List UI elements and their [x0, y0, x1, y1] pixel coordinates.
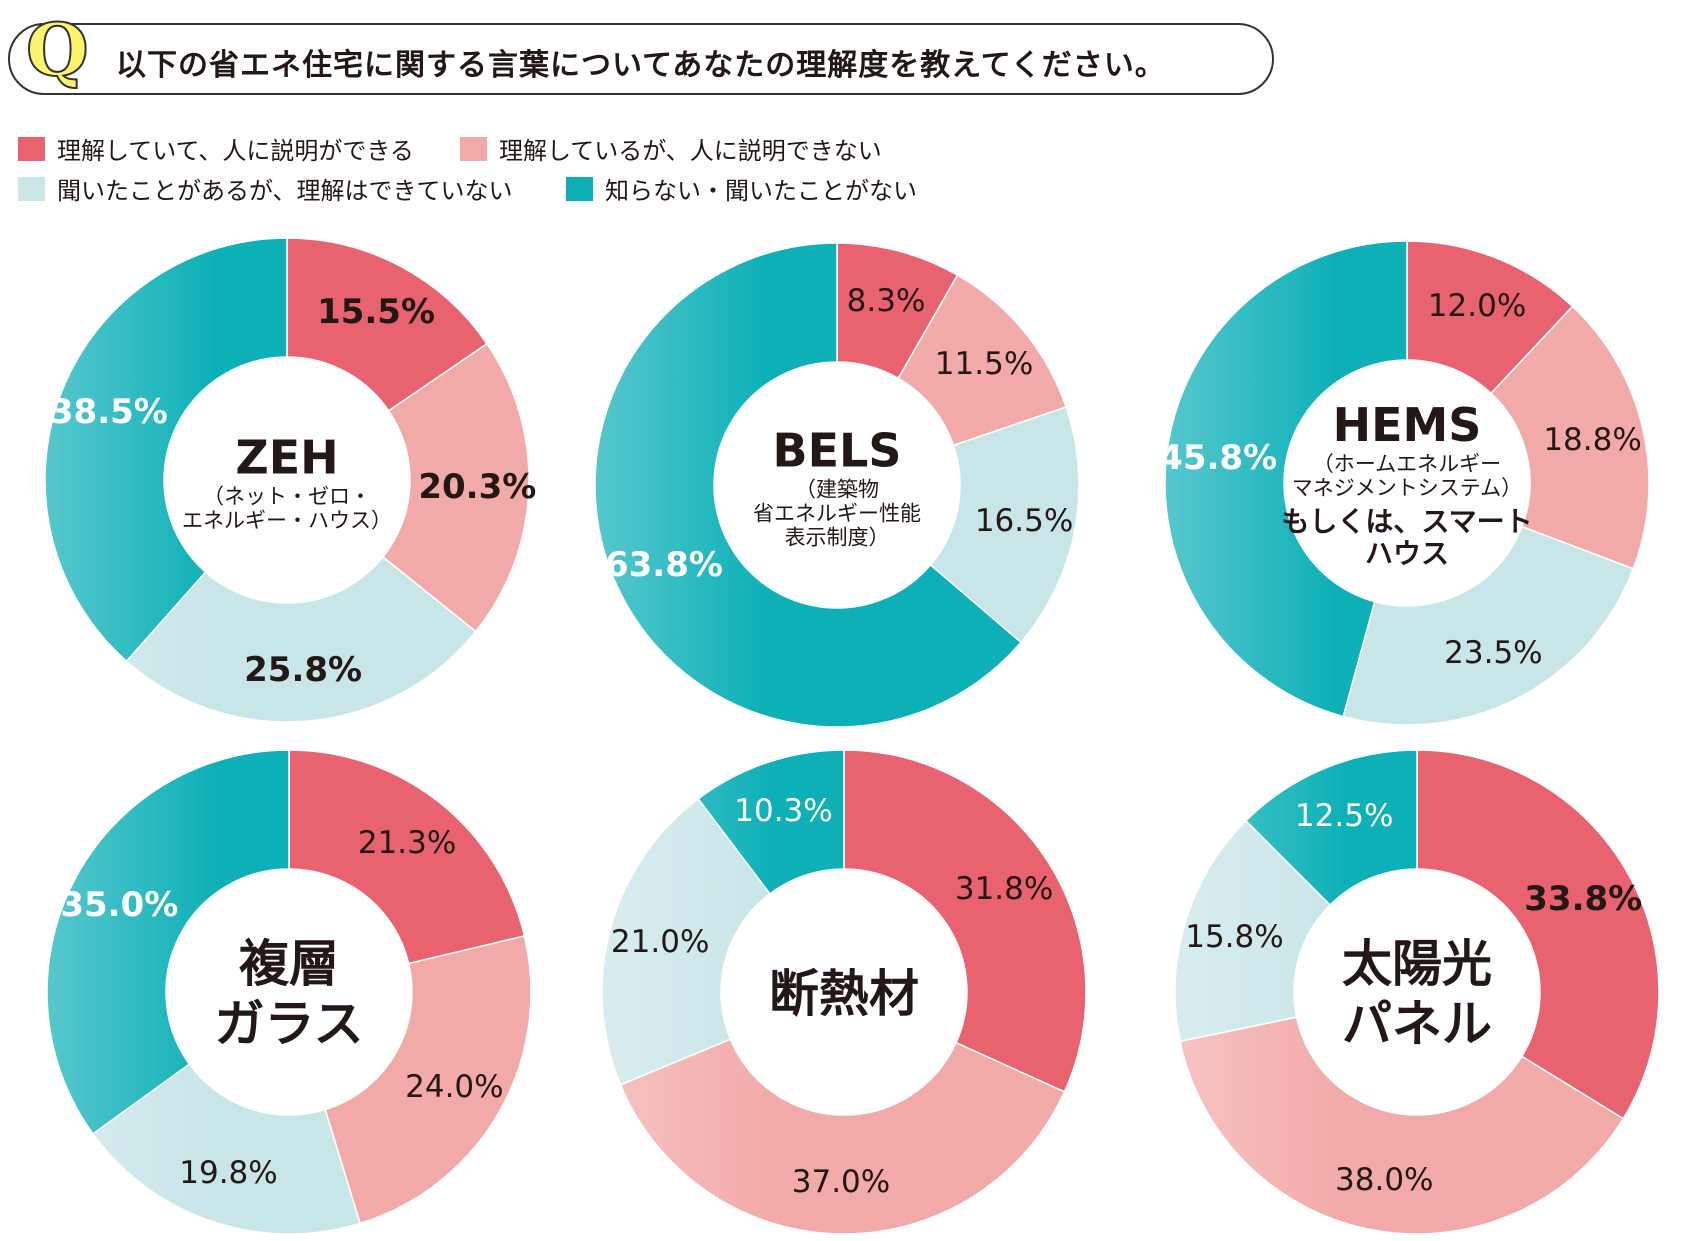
data-label: 35.0% [60, 885, 179, 926]
legend-item: 知らない・聞いたことがない [566, 171, 917, 206]
chart-subtitle: マネジメントシステム） [1291, 476, 1523, 501]
legend-item: 理解していて、人に説明ができる [18, 131, 414, 166]
donut-hole [1294, 869, 1540, 1115]
chart-subtitle: （建築物 [795, 477, 879, 502]
data-label: 38.5% [49, 392, 168, 433]
chart-subtitle: 省エネルギー性能 [753, 501, 921, 526]
data-label: 45.8% [1159, 437, 1278, 478]
legend-label: 理解していて、人に説明ができる [57, 137, 414, 165]
chart-center-title: 断熱材 [769, 964, 919, 1024]
legend-label: 聞いたことがあるが、理解はできていない [57, 177, 513, 205]
data-label: 12.0% [1427, 287, 1527, 324]
chart-title: HEMS [1332, 398, 1482, 453]
chart-title: BELS [772, 423, 902, 478]
legend-swatch [566, 176, 593, 201]
legend-swatch [460, 136, 487, 161]
data-label: 18.8% [1543, 422, 1642, 459]
data-label: 21.3% [357, 824, 457, 861]
data-label: 20.3% [418, 467, 537, 508]
chart-subtitle: （ネット・ゼロ・ [203, 484, 371, 509]
data-label: 11.5% [934, 345, 1034, 382]
data-label: 23.5% [1444, 634, 1543, 671]
chart-subtitle: 表示制度） [784, 525, 890, 550]
chart-center-title: 複層 ガラス [215, 934, 364, 1054]
chart-title: ガラス [214, 995, 364, 1053]
legend-item: 聞いたことがあるが、理解はできていない [18, 171, 513, 206]
chart-extra-title: ハウス [1364, 537, 1450, 571]
donut-hole [166, 869, 412, 1115]
chart-subtitle: エネルギー・ハウス） [182, 508, 392, 533]
data-label: 21.0% [610, 924, 710, 961]
data-label: 63.8% [604, 544, 723, 585]
donut-hole [721, 869, 967, 1115]
legend-swatch [18, 176, 45, 201]
data-label: 31.8% [954, 870, 1054, 907]
chart-center-title: BELS （建築物 省エネルギー性能 表示制度） [753, 423, 921, 550]
donut-hole [714, 362, 960, 608]
donut-hole [1284, 360, 1530, 606]
data-label: 24.0% [405, 1068, 504, 1105]
chart-center-title: ZEH （ネット・ゼロ・ エネルギー・ハウス） [182, 431, 392, 532]
data-label: 38.0% [1335, 1161, 1434, 1198]
chart-title: ZEH [235, 430, 339, 485]
q-mark: Q [25, 7, 90, 92]
data-label: 15.5% [317, 291, 436, 332]
question-text: 以下の省エネ住宅に関する言葉についてあなたの理解度を教えてください。 [116, 48, 1166, 83]
data-label: 15.8% [1185, 919, 1284, 956]
donut-hole [164, 357, 410, 603]
chart-title: パネル [1342, 995, 1492, 1053]
legend-item: 理解しているが、人に説明できない [460, 131, 882, 166]
data-label: 16.5% [974, 502, 1074, 539]
chart-title: 複層 [239, 935, 339, 993]
data-label: 12.5% [1294, 797, 1394, 834]
chart-center-title: HEMS （ホームエネルギー マネジメントシステム） もしくは、スマート ハウス [1281, 399, 1532, 571]
chart-extra-title: もしくは、スマート [1281, 505, 1533, 539]
data-label: 8.3% [846, 282, 926, 319]
data-label: 25.8% [244, 649, 363, 690]
chart-subtitle: （ホームエネルギー [1312, 452, 1502, 477]
data-label: 19.8% [179, 1154, 278, 1191]
data-label: 37.0% [791, 1164, 891, 1201]
legend-swatch [18, 136, 45, 161]
chart-title: 断熱材 [769, 965, 919, 1023]
legend-label: 理解しているが、人に説明できない [499, 137, 882, 165]
data-label: 33.8% [1524, 879, 1643, 919]
data-label: 10.3% [734, 793, 833, 830]
question-box [8, 23, 1274, 95]
chart-center-title: 太陽光 パネル [1342, 934, 1492, 1054]
chart-title: 太陽光 [1342, 935, 1492, 993]
legend-label: 知らない・聞いたことがない [605, 177, 917, 205]
